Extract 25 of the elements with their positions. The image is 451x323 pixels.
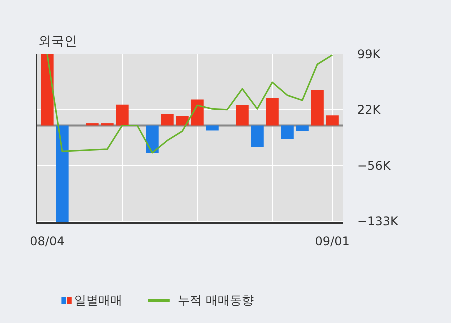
- x-tick-label: 09/01: [315, 234, 350, 248]
- bar: [146, 126, 159, 154]
- x-tick-label: 08/04: [30, 234, 65, 248]
- bar: [296, 126, 309, 132]
- bar: [191, 100, 204, 126]
- y-tick-label: 22K: [358, 102, 382, 117]
- bar: [326, 116, 339, 126]
- bar: [266, 98, 279, 126]
- line-series: [46, 54, 334, 154]
- y-tick-label: 99K: [358, 48, 382, 62]
- chart-title: 외국인: [38, 34, 78, 50]
- bar: [41, 54, 54, 126]
- y-tick-label: −133K: [358, 214, 400, 228]
- y-tick-label: −56K: [358, 158, 392, 173]
- legend-label: 누적 매매동향: [178, 294, 254, 308]
- bar: [56, 126, 69, 222]
- bar: [236, 106, 249, 126]
- legend-label: 일별매매: [74, 294, 123, 308]
- bar: [116, 104, 129, 126]
- bar: [311, 90, 324, 126]
- bar: [161, 114, 174, 126]
- bar: [281, 126, 294, 140]
- bar: [251, 126, 264, 148]
- bar: [206, 126, 219, 131]
- bar: [176, 116, 189, 126]
